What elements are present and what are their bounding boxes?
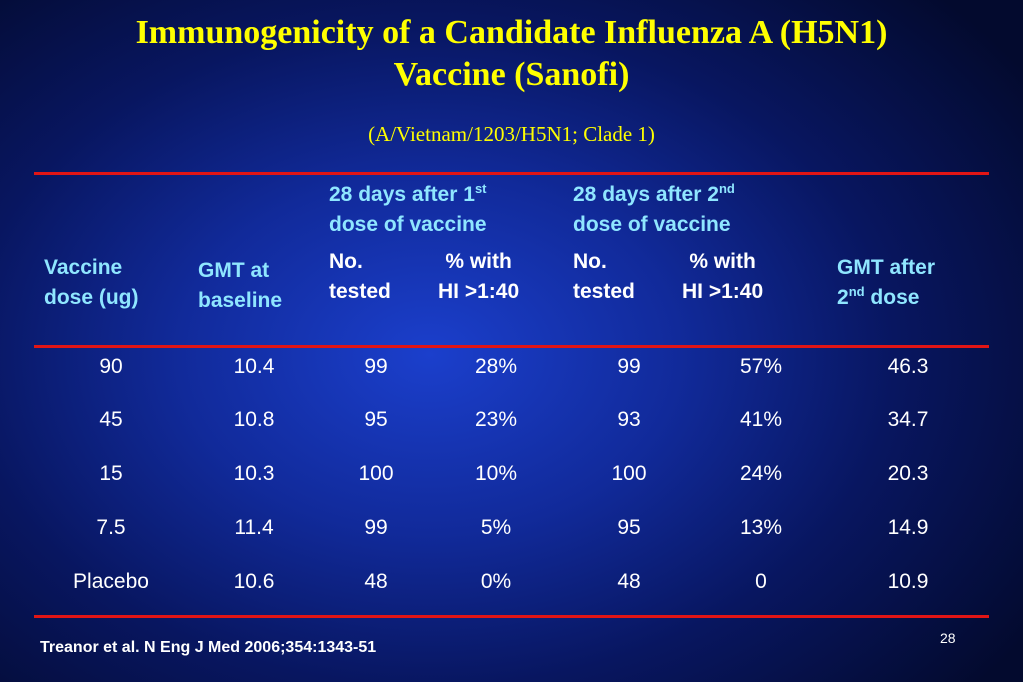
cell-no-tested-2: 95: [617, 516, 641, 539]
cell-dose: 7.5: [96, 516, 126, 539]
cell-gmt-after: 20.3: [887, 462, 929, 485]
cell-pct-hi-2: 57%: [739, 355, 783, 378]
header-pct-hi-1: % with HI >1:40: [438, 250, 520, 303]
cell-dose: Placebo: [73, 570, 149, 593]
cell-pct-hi-1: 10%: [474, 462, 518, 485]
header-no-tested-1: No. tested: [329, 250, 391, 303]
header-no-tested-2: No. tested: [573, 250, 635, 303]
cell-pct-hi-1: 5%: [480, 516, 512, 539]
cell-no-tested-2: 100: [611, 462, 647, 485]
slide-title: Immunogenicity of a Candidate Influenza …: [0, 12, 1023, 96]
cell-dose: 90: [99, 355, 123, 378]
bottom-rule: [34, 615, 989, 618]
cell-gmt-baseline: 11.4: [234, 516, 274, 539]
cell-pct-hi-2: 0: [755, 570, 767, 593]
cell-no-tested-1: 95: [364, 408, 388, 431]
cell-pct-hi-1: 28%: [474, 355, 518, 378]
cell-gmt-after: 34.7: [887, 408, 929, 431]
cell-gmt-baseline: 10.3: [233, 462, 275, 485]
cell-no-tested-2: 99: [617, 355, 641, 378]
header-gmt-baseline: GMT at baseline: [198, 259, 283, 312]
slide-subtitle: (A/Vietnam/1203/H5N1; Clade 1): [368, 122, 655, 146]
cell-no-tested-1: 48: [364, 570, 388, 593]
title-line-1: Immunogenicity of a Candidate Influenza …: [135, 14, 888, 51]
cell-dose: 15: [99, 462, 123, 485]
header-dose1-group: 28 days after 1st dose of vaccine: [329, 181, 487, 236]
cell-gmt-baseline: 10.4: [233, 355, 275, 378]
cell-pct-hi-1: 23%: [474, 408, 518, 431]
page-number: 28: [940, 630, 956, 646]
header-pct-hi-2: % with HI >1:40: [682, 250, 764, 303]
header-dose2-group: 28 days after 2nd dose of vaccine: [573, 181, 735, 236]
cell-no-tested-2: 93: [617, 408, 641, 431]
cell-gmt-after: 14.9: [887, 516, 929, 539]
cell-pct-hi-2: 41%: [739, 408, 783, 431]
cell-gmt-after: 10.9: [887, 570, 929, 593]
cell-no-tested-1: 100: [358, 462, 394, 485]
cell-pct-hi-2: 24%: [739, 462, 783, 485]
citation: Treanor et al. N Eng J Med 2006;354:1343…: [40, 639, 377, 656]
cell-no-tested-2: 48: [617, 570, 641, 593]
header-vaccine-dose: Vaccine dose (ug): [44, 256, 139, 309]
cell-gmt-baseline: 10.8: [233, 408, 275, 431]
top-rule: [34, 172, 989, 175]
header-rule: [34, 345, 989, 348]
header-gmt-after: GMT after 2nd dose: [837, 256, 936, 309]
cell-pct-hi-2: 13%: [739, 516, 783, 539]
cell-dose: 45: [99, 408, 123, 431]
cell-pct-hi-1: 0%: [480, 570, 512, 593]
cell-gmt-after: 46.3: [887, 355, 929, 378]
cell-no-tested-1: 99: [364, 516, 388, 539]
title-line-2: Vaccine (Sanofi): [393, 56, 630, 93]
cell-no-tested-1: 99: [364, 355, 388, 378]
cell-gmt-baseline: 10.6: [233, 570, 275, 593]
